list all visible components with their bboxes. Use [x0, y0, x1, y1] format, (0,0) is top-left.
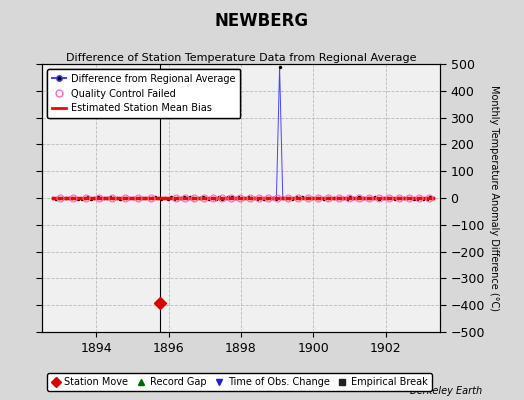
Text: Berkeley Earth: Berkeley Earth: [410, 386, 482, 396]
Title: Difference of Station Temperature Data from Regional Average: Difference of Station Temperature Data f…: [66, 53, 416, 63]
Legend: Station Move, Record Gap, Time of Obs. Change, Empirical Break: Station Move, Record Gap, Time of Obs. C…: [47, 373, 432, 391]
Text: NEWBERG: NEWBERG: [215, 12, 309, 30]
Legend: Difference from Regional Average, Quality Control Failed, Estimated Station Mean: Difference from Regional Average, Qualit…: [47, 69, 241, 118]
Y-axis label: Monthly Temperature Anomaly Difference (°C): Monthly Temperature Anomaly Difference (…: [489, 85, 499, 311]
